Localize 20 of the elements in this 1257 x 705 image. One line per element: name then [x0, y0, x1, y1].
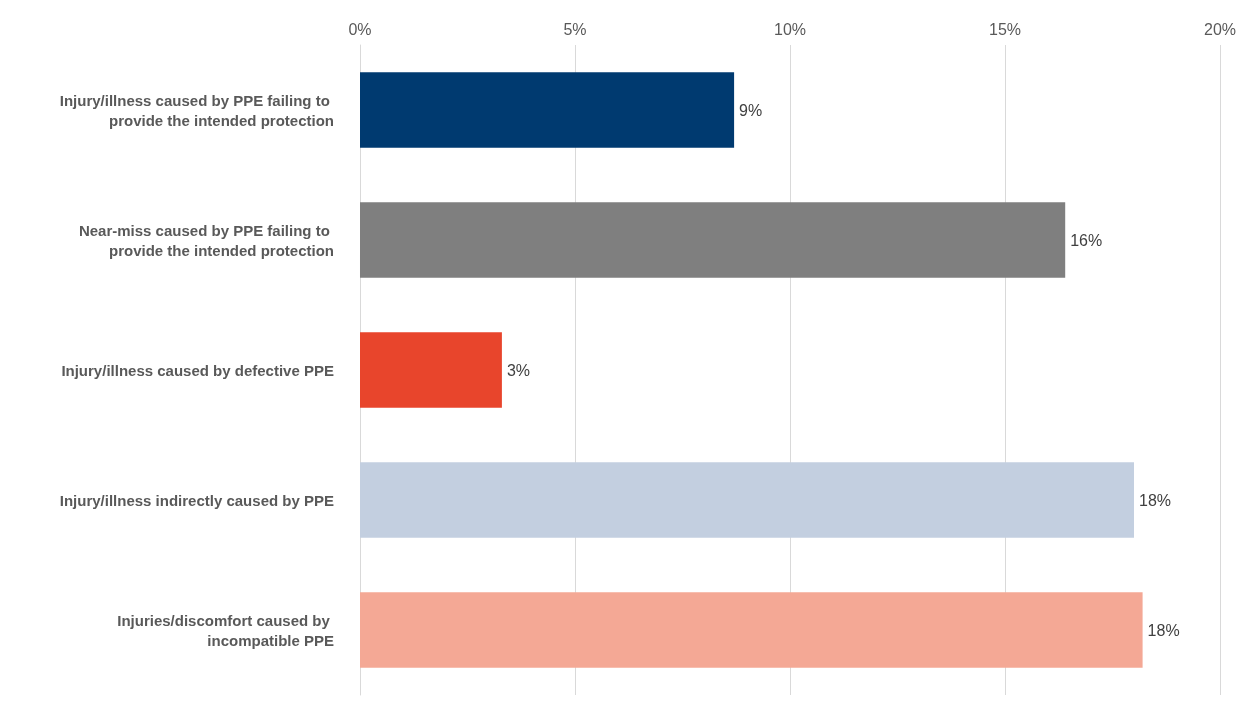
data-label: 18%	[1147, 621, 1180, 639]
y-tick-label: Injuries/discomfort caused by incompatible PPE	[117, 611, 334, 649]
bar	[360, 202, 1066, 278]
y-tick-label: Injury/illness indirectly caused by PPE	[59, 491, 334, 509]
data-label: 16%	[1070, 231, 1103, 249]
y-tick-label: Near-miss caused by PPE failing to provide the intended protection	[78, 221, 334, 259]
y-tick-label: Injury/illness caused by defective PPE	[61, 361, 334, 379]
x-tick-label: 10%	[773, 20, 807, 38]
y-tick-label: Injury/illness caused by PPE failing to provide the intended protection	[59, 91, 334, 129]
bar	[360, 332, 502, 408]
x-tick-label: 15%	[988, 20, 1022, 38]
x-tick-label: 20%	[1203, 20, 1237, 38]
data-label: 18%	[1139, 491, 1172, 509]
bar	[360, 72, 735, 148]
x-tick-label: 5%	[563, 20, 587, 38]
bar	[360, 462, 1134, 538]
data-label: 3%	[506, 361, 531, 379]
data-label: 9%	[739, 101, 763, 119]
bar	[360, 592, 1143, 668]
x-tick-label: 0%	[348, 20, 372, 38]
